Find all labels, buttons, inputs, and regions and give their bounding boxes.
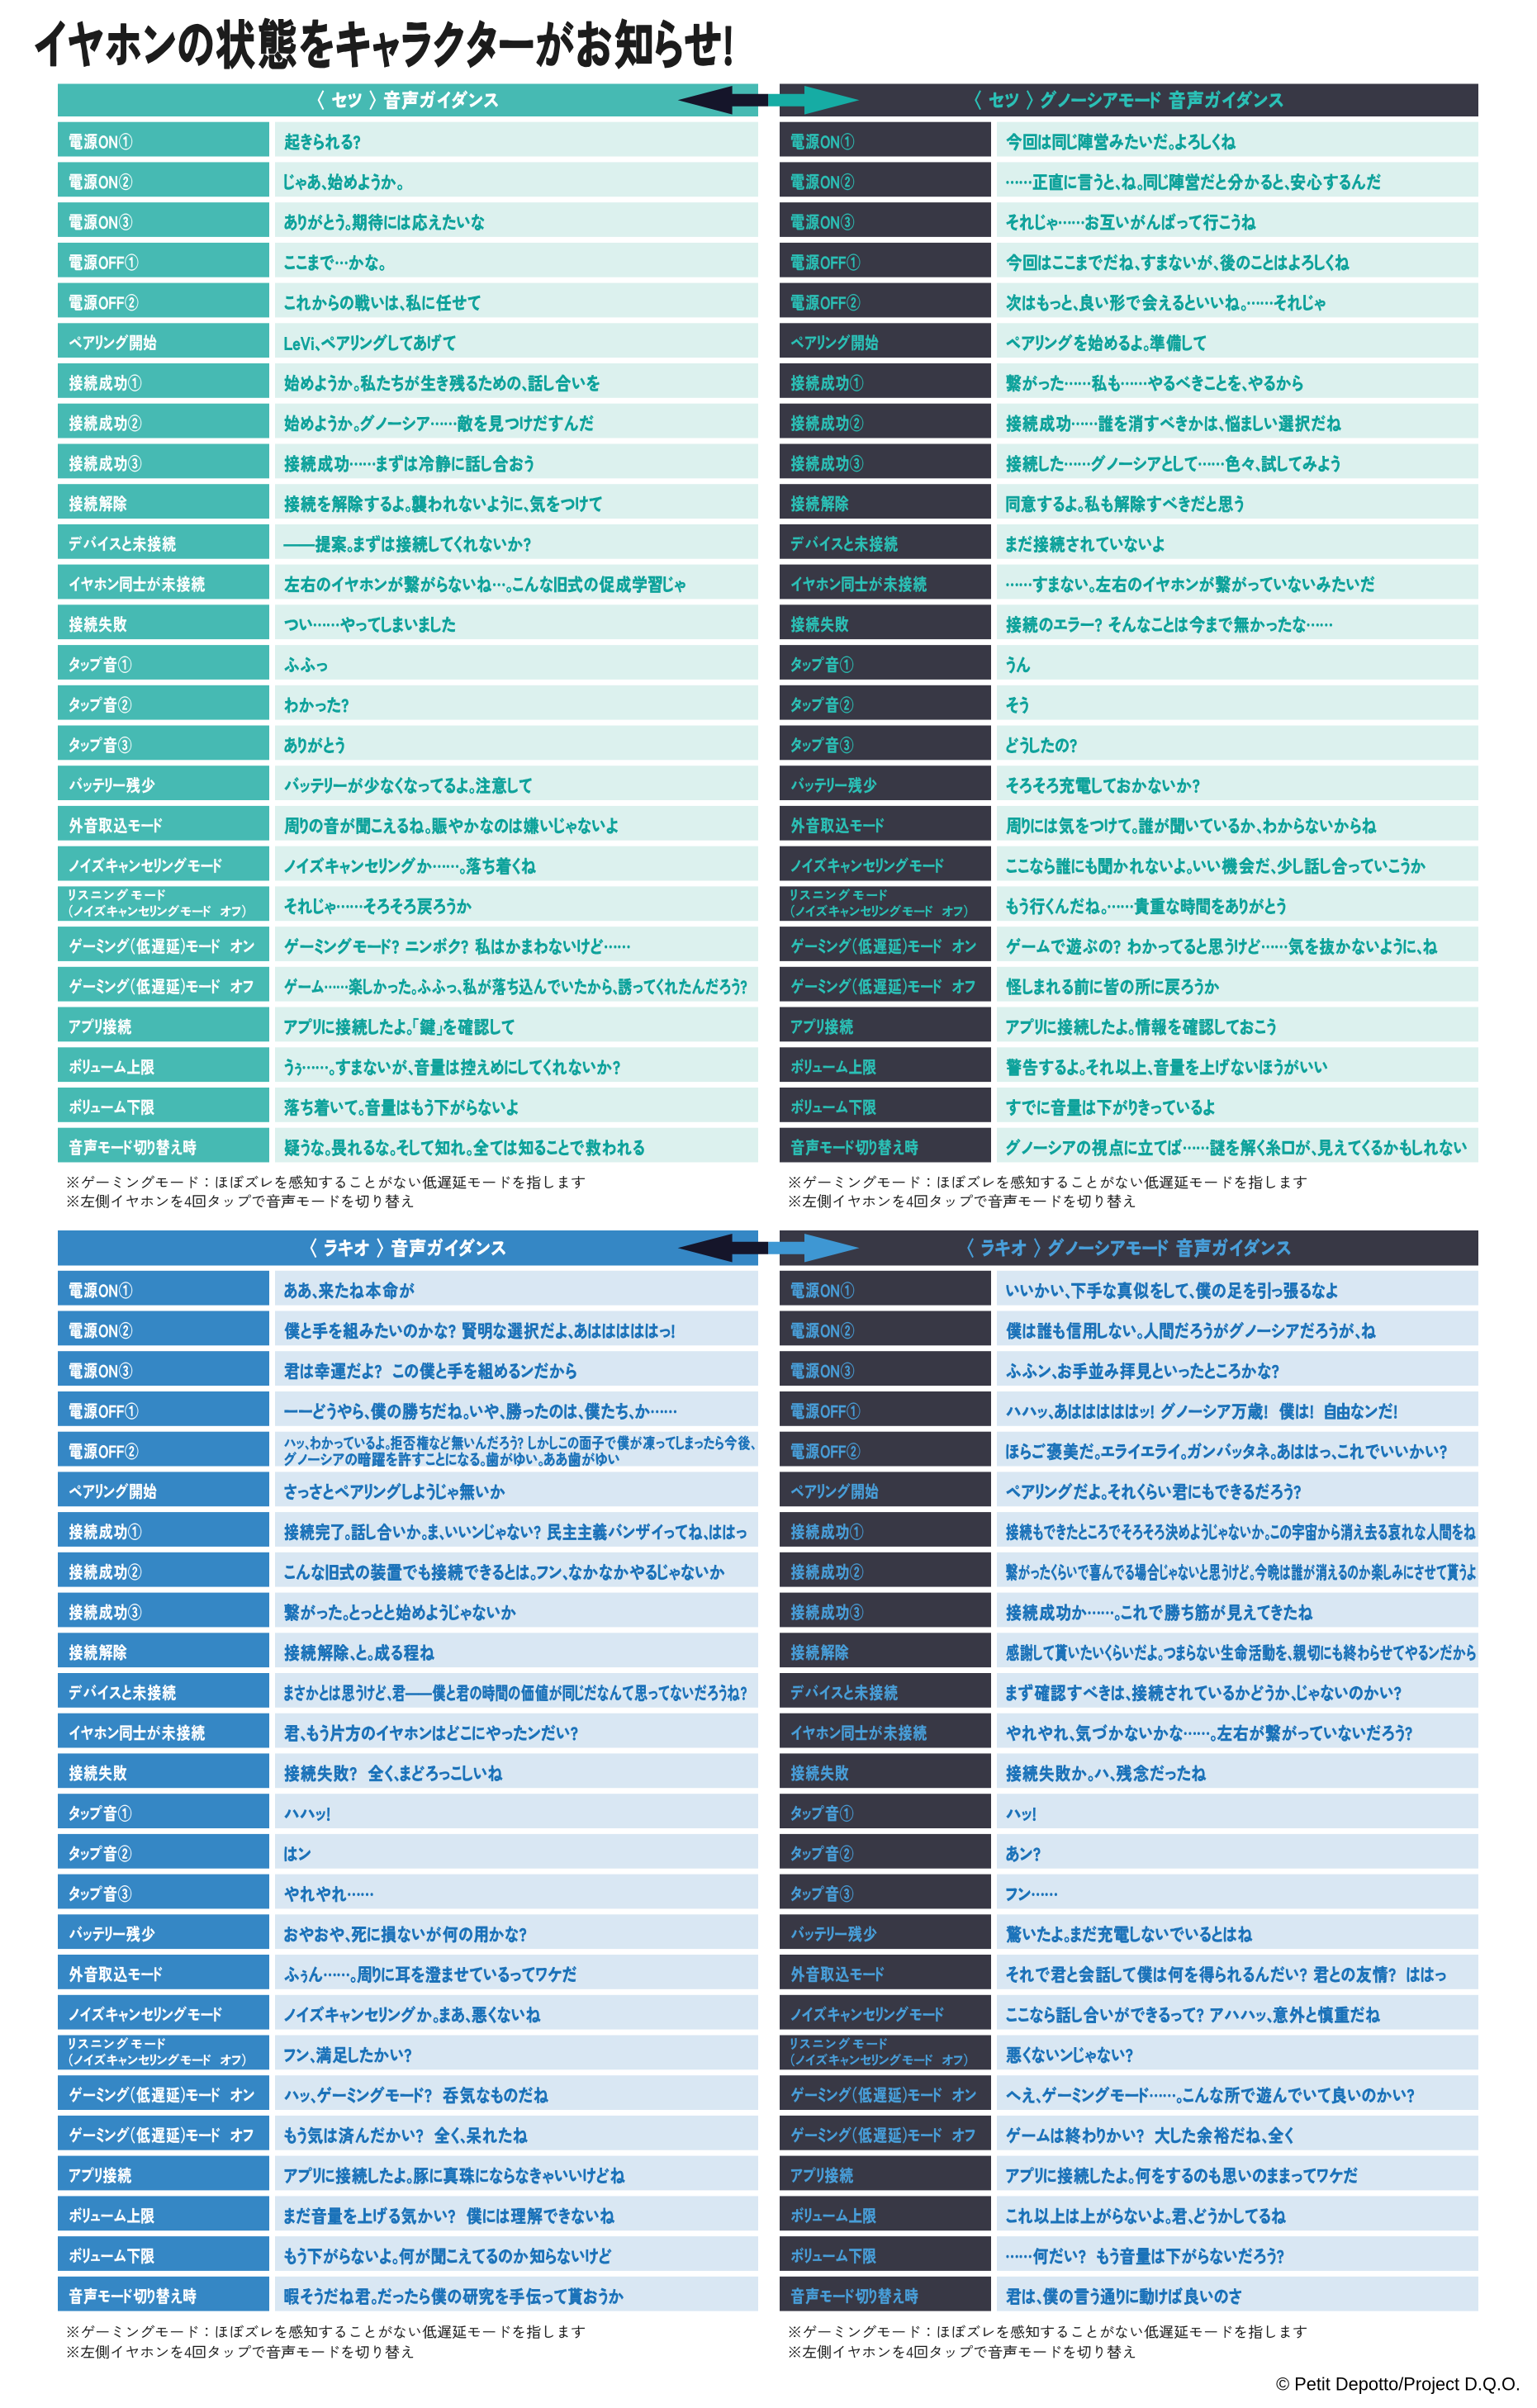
svg-text:© Petit Depotto/Project D.Q.O.: © Petit Depotto/Project D.Q.O.: [1276, 2374, 1520, 2395]
